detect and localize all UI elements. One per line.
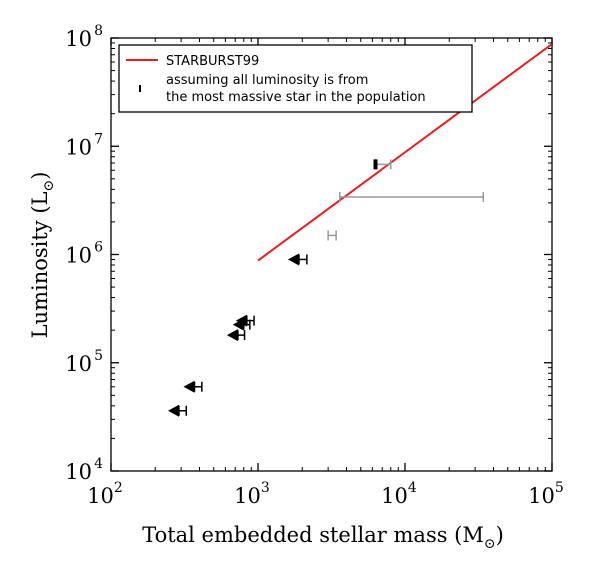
x-tick-label: 103: [234, 480, 270, 508]
x-axis-label-close: ): [496, 523, 504, 547]
starburst99-line: [257, 43, 552, 262]
y-tick-exponent: 8: [94, 23, 103, 39]
y-tick-label: 10 4: [65, 456, 103, 484]
upper-limit-arrow: [167, 404, 179, 417]
y-axis-label-sub: ⊙: [41, 180, 57, 192]
y-tick-label: 10 5: [65, 348, 103, 376]
upper-limit-arrow: [226, 329, 238, 342]
y-tick-label: 10 7: [65, 131, 103, 159]
x-axis-label-text: Total embedded stellar mass (M: [142, 523, 484, 547]
legend-label-starburst99: STARBURST99: [166, 54, 259, 69]
y-axis-label: Luminosity (L⊙): [28, 172, 57, 339]
x-tick-exponent: 5: [555, 480, 564, 496]
data-point-marker: [373, 159, 378, 170]
x-tick-label: 104: [381, 480, 417, 508]
x-tick-label: 105: [528, 480, 564, 508]
y-tick-exponent: 6: [94, 240, 103, 256]
legend-label-line-1: assuming all luminosity is from: [166, 73, 368, 88]
x-tick-exponent: 3: [261, 480, 270, 496]
y-tick-exponent: 4: [94, 456, 103, 472]
x-tick-exponent: 2: [114, 480, 123, 496]
upper-limit-arrow: [183, 380, 195, 393]
x-axis-label: Total embedded stellar mass (M⊙): [142, 523, 504, 552]
legend-box: [118, 44, 473, 113]
y-tick-label: 10 6: [65, 240, 103, 268]
chart-marks: [167, 43, 552, 417]
upper-limit-arrow: [235, 314, 247, 327]
legend-label-line-2: the most massive star in the population: [166, 90, 426, 105]
x-tick-exponent: 4: [408, 480, 417, 496]
y-tick-label: 10 8: [65, 23, 103, 51]
x-tick-label: 102: [87, 480, 123, 508]
y-tick-exponent: 5: [94, 348, 103, 364]
y-tick-exponent: 7: [94, 131, 103, 147]
y-axis-label-text: Luminosity (L: [28, 191, 52, 338]
legend: STARBURST99 assuming all luminosity is fr…: [118, 44, 473, 113]
x-axis-label-sub: ⊙: [484, 536, 496, 552]
y-axis-label-close: ): [28, 172, 52, 180]
upper-limit-arrow: [287, 253, 299, 266]
